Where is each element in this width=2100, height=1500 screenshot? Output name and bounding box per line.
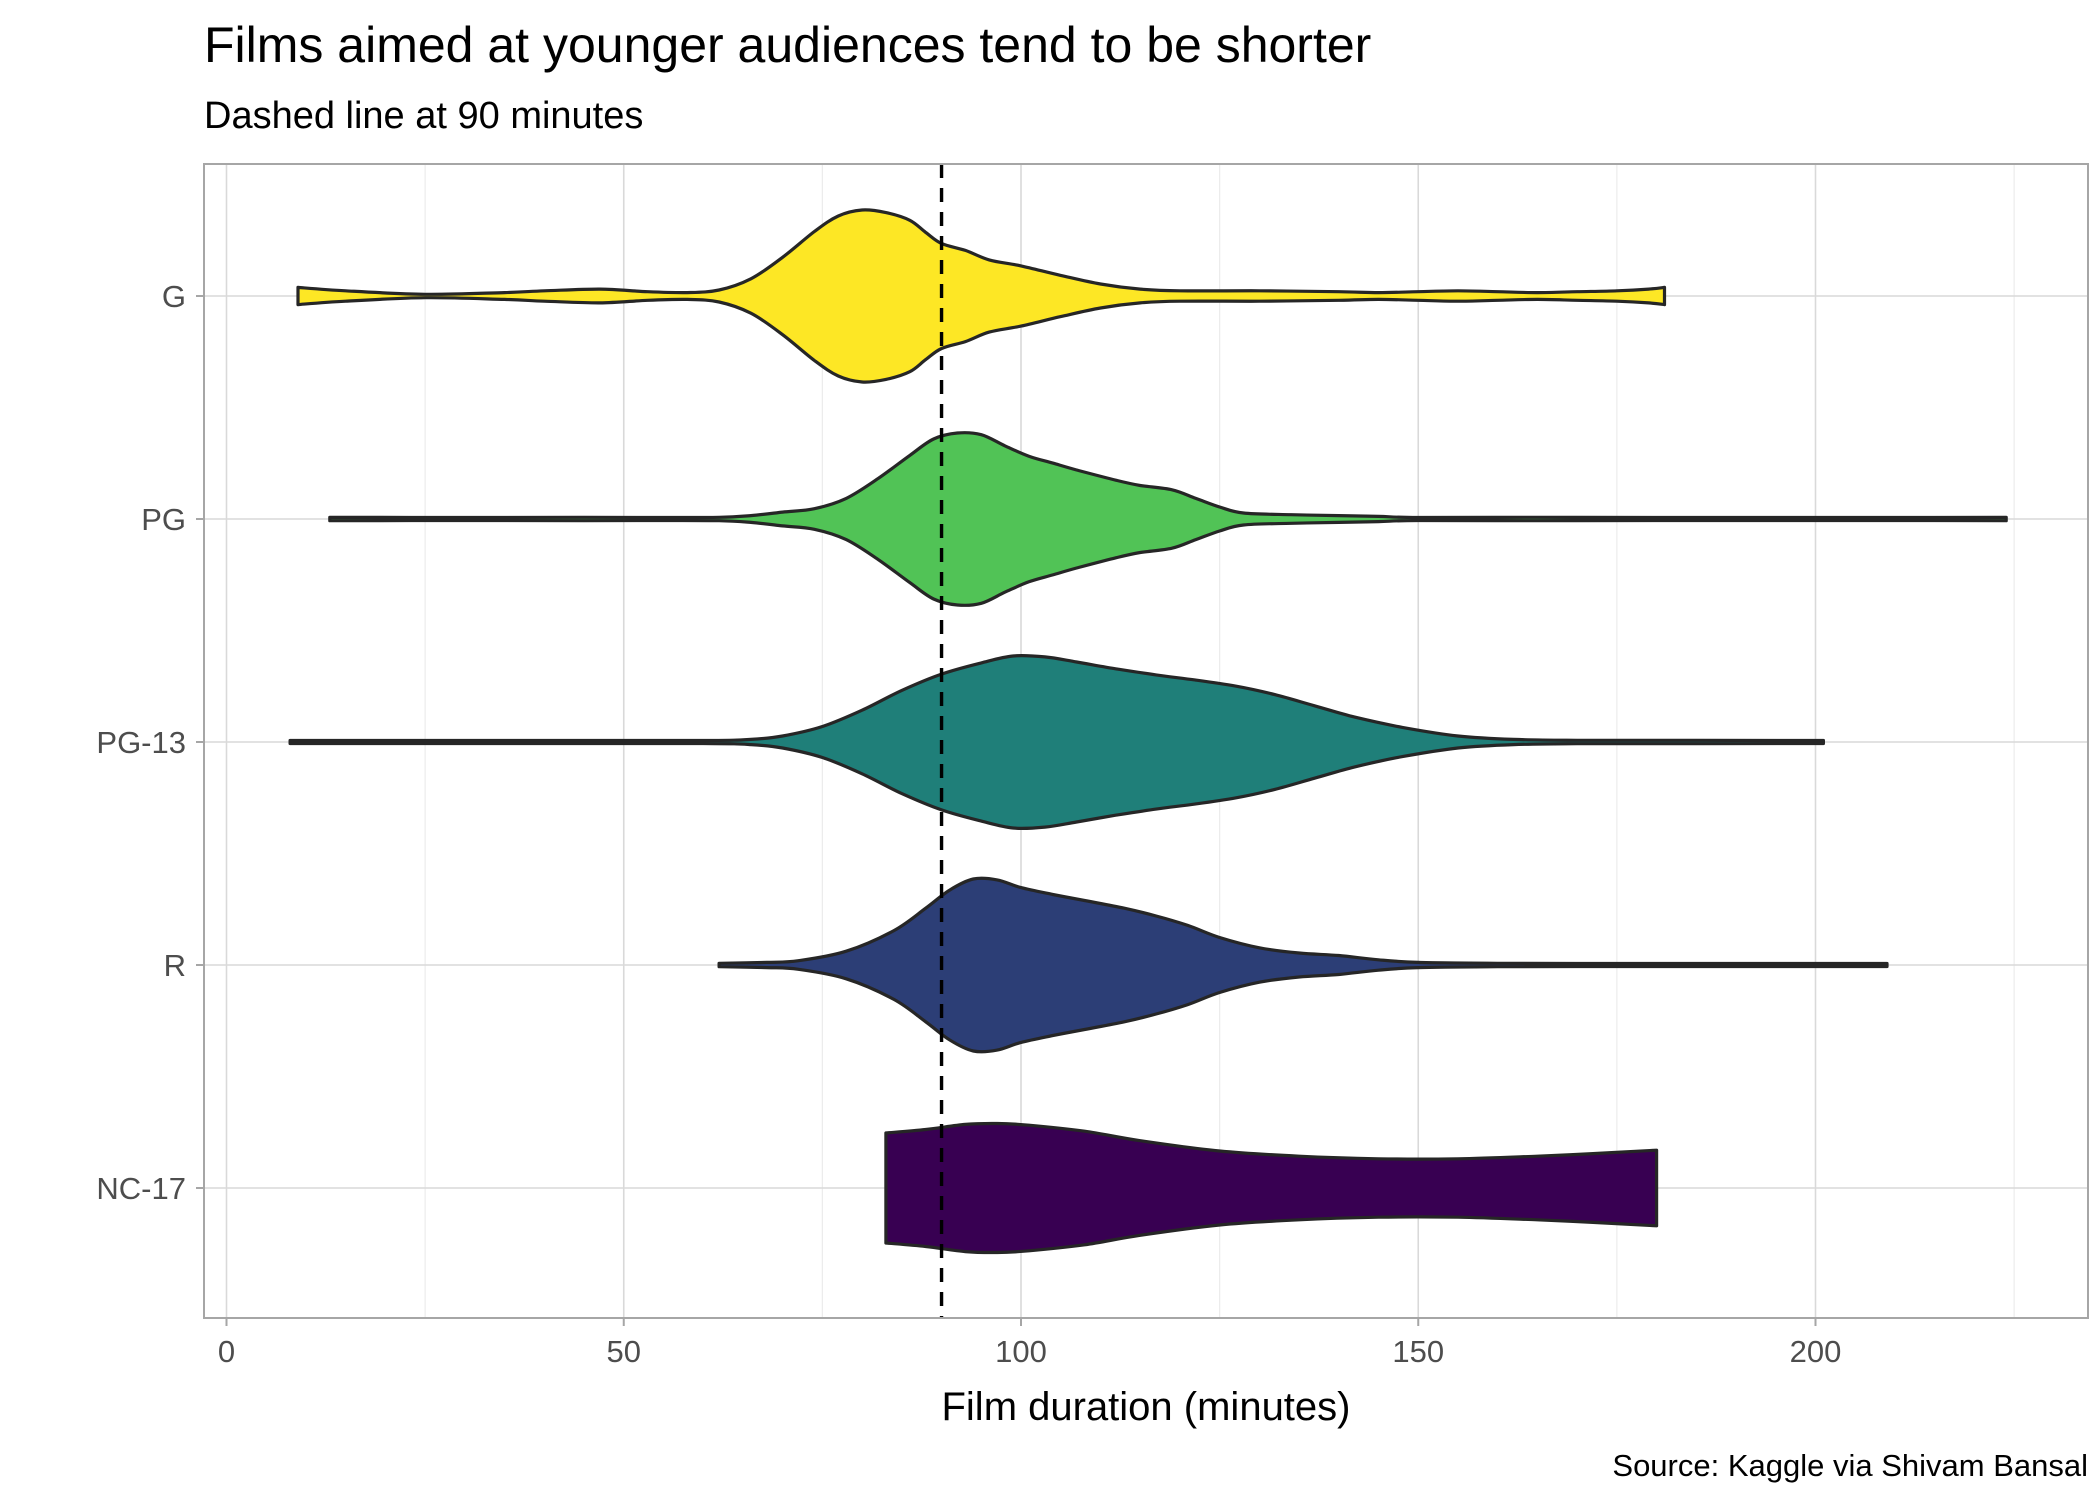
chart-title: Films aimed at younger audiences tend to… bbox=[204, 17, 1371, 73]
chart-caption: Source: Kaggle via Shivam Bansal bbox=[1612, 1448, 2088, 1483]
y-tick-label-g: G bbox=[162, 279, 186, 314]
y-tick-label-nc-17: NC-17 bbox=[96, 1171, 186, 1206]
violin-nc-17 bbox=[884, 1121, 1659, 1255]
y-tick-label-pg-13: PG-13 bbox=[96, 725, 186, 760]
chart-subtitle: Dashed line at 90 minutes bbox=[204, 95, 643, 137]
x-tick-label-50: 50 bbox=[607, 1334, 641, 1369]
x-axis-ticks: 0 50 100 150 200 bbox=[218, 1318, 1841, 1369]
x-tick-label-100: 100 bbox=[995, 1334, 1047, 1369]
x-tick-label-200: 200 bbox=[1790, 1334, 1842, 1369]
y-tick-label-r: R bbox=[164, 948, 186, 983]
x-axis-title: Film duration (minutes) bbox=[941, 1385, 1350, 1429]
y-tick-label-pg: PG bbox=[141, 502, 186, 537]
violins bbox=[288, 208, 2008, 1255]
violin-pg bbox=[328, 431, 2008, 607]
violin-g bbox=[296, 208, 1667, 384]
y-axis-tick-labels: G PG PG-13 R NC-17 bbox=[96, 279, 204, 1206]
x-tick-label-150: 150 bbox=[1392, 1334, 1444, 1369]
x-tick-label-0: 0 bbox=[218, 1334, 235, 1369]
violin-pg-13 bbox=[288, 653, 1825, 831]
violin-r bbox=[717, 876, 1889, 1054]
